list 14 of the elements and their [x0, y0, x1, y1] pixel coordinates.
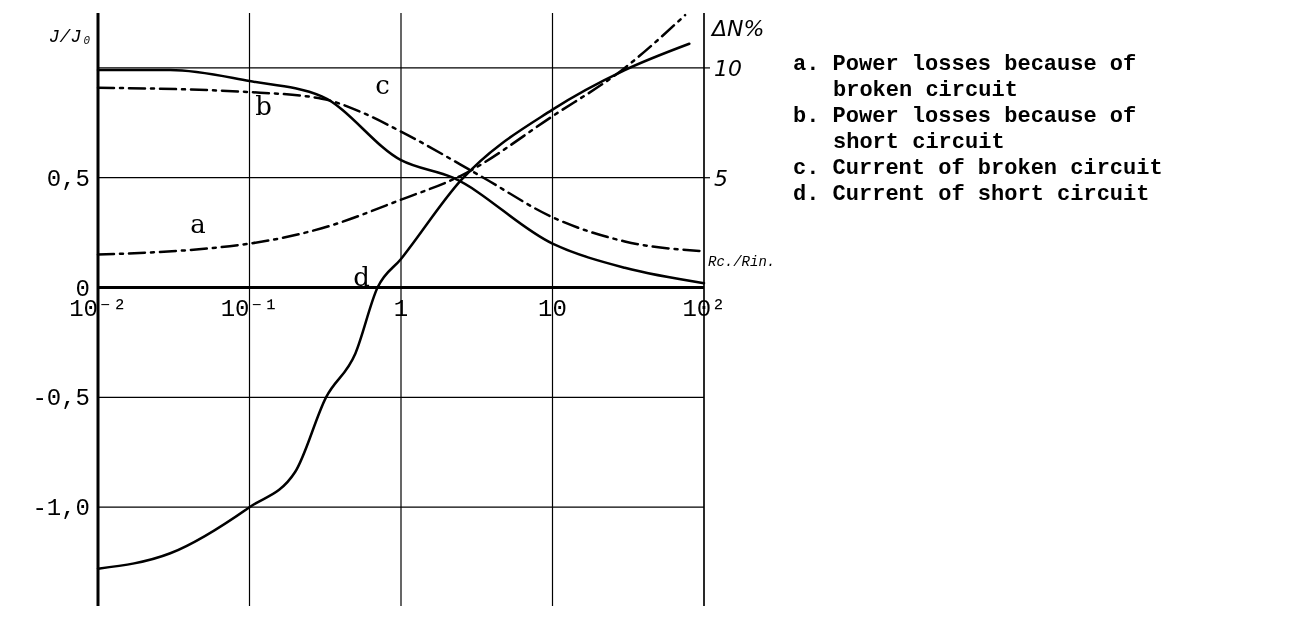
y2-axis-title: ΔN% — [710, 16, 765, 41]
y-tick-label: 0,5 — [46, 165, 90, 193]
x-axis-title: Rc./Rin. — [708, 253, 776, 270]
y2-tick-label: 10 — [714, 55, 742, 81]
y2-tick-label: 5 — [714, 165, 728, 191]
y-tick-label: -0,5 — [32, 385, 90, 413]
text: d. Current of short circuit — [793, 182, 1150, 207]
series-label: c — [375, 69, 390, 100]
series-label: a — [190, 208, 206, 239]
y-axis-title: J/J₀ — [48, 27, 92, 47]
y-tick-label: -1,0 — [32, 495, 90, 523]
text: c. Current of broken circuit — [793, 156, 1163, 181]
series-label: b — [255, 91, 272, 122]
series-label: d — [353, 261, 370, 292]
